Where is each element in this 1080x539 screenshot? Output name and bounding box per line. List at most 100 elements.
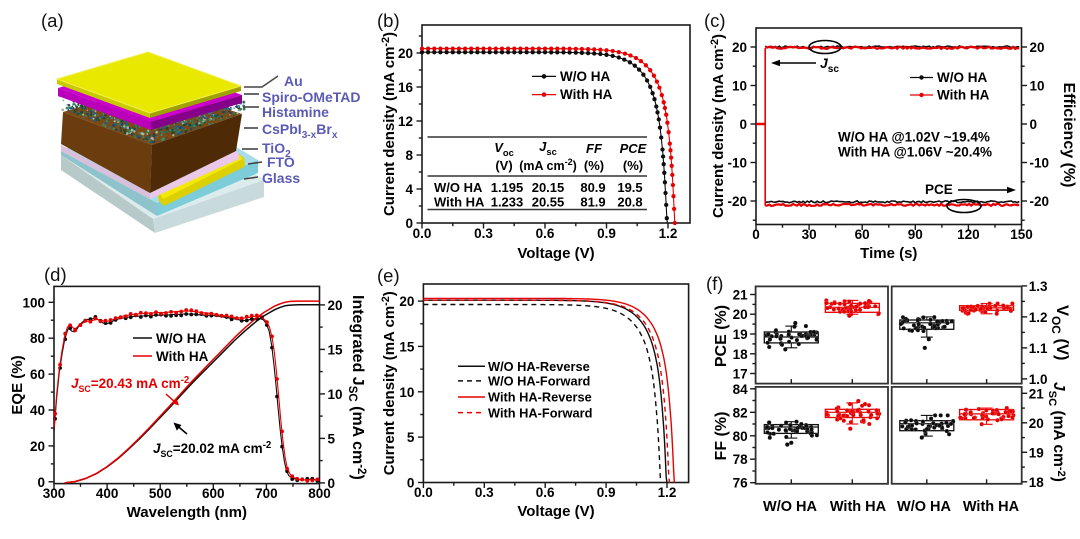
svg-text:0.9: 0.9: [597, 485, 616, 500]
svg-text:(e): (e): [377, 265, 400, 286]
svg-text:5: 5: [407, 430, 415, 445]
svg-text:1.2: 1.2: [659, 226, 678, 241]
svg-text:W/O HA @1.02V ~19.4%: W/O HA @1.02V ~19.4%: [838, 130, 990, 145]
svg-text:1.0: 1.0: [1029, 372, 1048, 387]
svg-text:W/O HA: W/O HA: [763, 499, 817, 515]
svg-text:With HA-Reverse: With HA-Reverse: [488, 390, 592, 405]
svg-text:8: 8: [405, 148, 413, 163]
svg-text:21: 21: [1029, 386, 1045, 401]
svg-text:Voltage (V): Voltage (V): [517, 245, 594, 262]
svg-text:0: 0: [37, 475, 45, 490]
svg-text:Current density (mA cm-2): Current density (mA cm-2): [380, 32, 398, 216]
svg-text:0: 0: [752, 227, 760, 242]
svg-text:(V): (V): [495, 158, 512, 173]
svg-text:100: 100: [22, 295, 45, 310]
svg-text:0: 0: [1030, 117, 1038, 132]
svg-text:TiO2: TiO2: [262, 140, 291, 160]
svg-text:Wavelength (nm): Wavelength (nm): [127, 504, 247, 521]
svg-text:Voc: Voc: [494, 140, 514, 158]
svg-text:20.15: 20.15: [532, 180, 565, 195]
svg-text:W/O HA: W/O HA: [937, 70, 987, 85]
svg-text:W/O HA-Forward: W/O HA-Forward: [488, 374, 590, 389]
svg-text:19: 19: [733, 327, 748, 342]
svg-text:15: 15: [328, 342, 344, 357]
svg-text:0: 0: [407, 476, 415, 491]
svg-text:0.0: 0.0: [413, 226, 432, 241]
svg-text:(c): (c): [704, 10, 726, 31]
svg-text:12: 12: [398, 114, 413, 129]
svg-text:0.0: 0.0: [414, 485, 433, 500]
svg-text:(%): (%): [623, 158, 643, 173]
svg-text:20: 20: [732, 40, 747, 55]
svg-text:PCE: PCE: [925, 182, 953, 197]
svg-text:1.3: 1.3: [1029, 279, 1048, 294]
svg-text:With HA: With HA: [156, 349, 209, 364]
svg-text:(f): (f): [706, 273, 723, 294]
svg-text:W/O HA-Reverse: W/O HA-Reverse: [488, 359, 590, 374]
svg-text:1.1: 1.1: [1029, 341, 1048, 356]
svg-text:120: 120: [957, 227, 980, 242]
svg-text:0.6: 0.6: [536, 226, 555, 241]
svg-text:0.3: 0.3: [474, 226, 493, 241]
svg-text:700: 700: [255, 486, 278, 501]
svg-text:60: 60: [855, 227, 870, 242]
svg-text:10: 10: [1030, 79, 1045, 94]
svg-text:81.9: 81.9: [580, 195, 605, 210]
svg-text:W/O HA: W/O HA: [156, 331, 206, 346]
svg-text:(b): (b): [377, 10, 400, 31]
svg-text:Current density (mA cm-2): Current density (mA cm-2): [380, 291, 398, 475]
svg-text:-10: -10: [1030, 156, 1050, 171]
svg-text:Time (s): Time (s): [860, 245, 917, 262]
svg-text:10: 10: [399, 385, 414, 400]
svg-text:0: 0: [405, 216, 413, 231]
svg-text:0.3: 0.3: [475, 485, 494, 500]
svg-text:80: 80: [733, 429, 748, 444]
svg-text:0.6: 0.6: [536, 485, 555, 500]
svg-text:Jsc: Jsc: [539, 139, 557, 157]
svg-text:1.2: 1.2: [658, 485, 677, 500]
svg-text:W/O HA: W/O HA: [897, 499, 951, 515]
svg-text:400: 400: [96, 486, 119, 501]
svg-text:16: 16: [398, 80, 414, 95]
svg-text:20.55: 20.55: [532, 195, 565, 210]
svg-text:18: 18: [733, 347, 749, 362]
svg-text:500: 500: [149, 486, 172, 501]
svg-text:80: 80: [30, 331, 45, 346]
svg-text:21: 21: [733, 288, 749, 303]
svg-text:20: 20: [1029, 416, 1044, 431]
svg-text:300: 300: [43, 486, 66, 501]
svg-text:82: 82: [733, 405, 748, 420]
svg-text:1.233: 1.233: [491, 195, 524, 210]
svg-text:5: 5: [328, 431, 336, 446]
svg-text:15: 15: [399, 339, 415, 354]
svg-text:20.8: 20.8: [617, 195, 642, 210]
svg-text:60: 60: [30, 367, 45, 382]
svg-text:Au: Au: [284, 73, 303, 89]
svg-text:W/O HA: W/O HA: [434, 180, 483, 195]
svg-text:10: 10: [732, 79, 747, 94]
svg-text:FF: FF: [586, 141, 603, 156]
svg-text:With HA: With HA: [937, 88, 990, 103]
svg-text:-20: -20: [1030, 194, 1050, 209]
svg-text:With HA: With HA: [963, 499, 1020, 515]
svg-text:-10: -10: [727, 156, 747, 171]
svg-text:Voltage (V): Voltage (V): [517, 503, 594, 520]
svg-text:19: 19: [1029, 445, 1044, 460]
svg-text:VOC (V): VOC (V): [1049, 305, 1071, 360]
svg-text:4: 4: [405, 182, 413, 197]
svg-text:(mA cm-2): (mA cm-2): [519, 157, 577, 173]
svg-text:Current density (mA cm-2): Current density (mA cm-2): [709, 34, 727, 218]
svg-text:(a): (a): [41, 10, 64, 31]
svg-text:-20: -20: [727, 194, 747, 209]
svg-text:FTO: FTO: [267, 154, 295, 170]
svg-text:EQE (%): EQE (%): [9, 355, 26, 414]
svg-text:With HA: With HA: [560, 87, 613, 102]
svg-text:With HA @1.06V ~20.4%: With HA @1.06V ~20.4%: [838, 145, 992, 160]
svg-text:20: 20: [328, 298, 343, 313]
svg-text:20: 20: [398, 46, 413, 61]
svg-text:600: 600: [202, 486, 225, 501]
svg-text:0.9: 0.9: [597, 226, 616, 241]
svg-text:JSC=20.43 mA cm-2: JSC=20.43 mA cm-2: [71, 375, 189, 394]
svg-text:78: 78: [733, 452, 749, 467]
svg-text:20: 20: [30, 439, 45, 454]
